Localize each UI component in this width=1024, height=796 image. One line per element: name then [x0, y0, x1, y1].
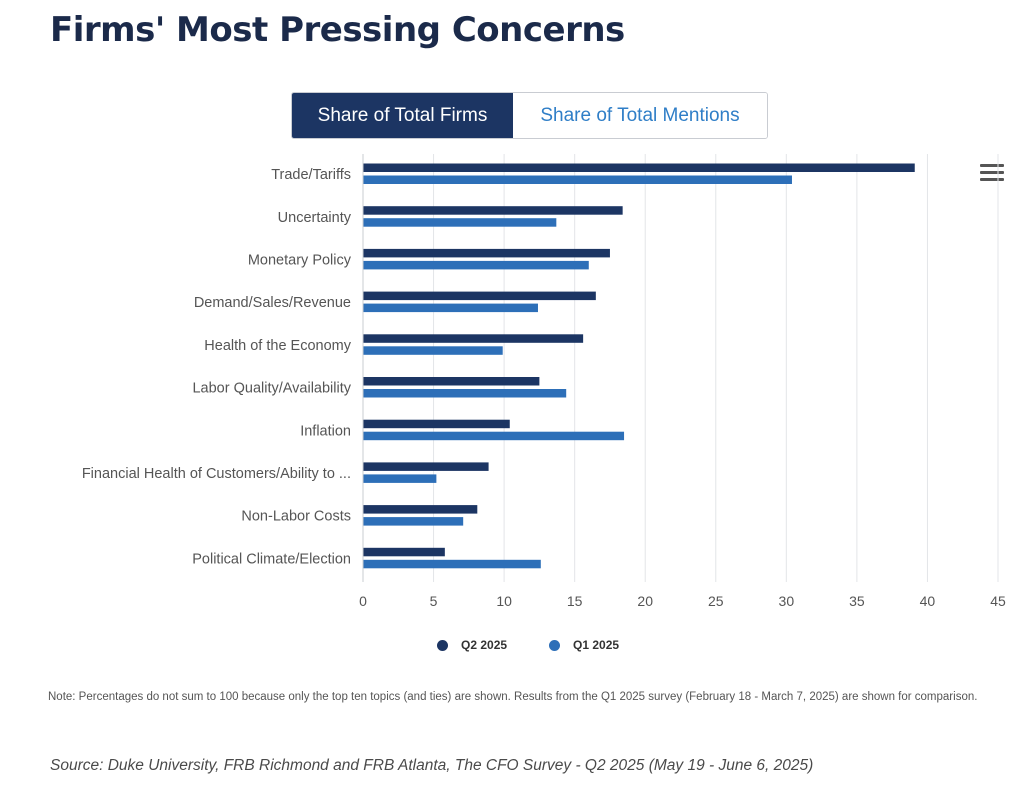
- bar-q1-10[interactable]: [363, 559, 541, 569]
- bar-q1-4[interactable]: [363, 303, 538, 313]
- x-tick-label-0: 0: [359, 593, 367, 609]
- legend-item-q2[interactable]: Q2 2025: [437, 638, 507, 652]
- category-label-3: Monetary Policy: [248, 252, 352, 268]
- legend-q2-dot-icon: [437, 639, 448, 651]
- x-tick-label-20: 20: [637, 593, 653, 609]
- bar-q1-8[interactable]: [363, 474, 437, 483]
- bar-q1-2[interactable]: [363, 218, 557, 227]
- bar-q2-3[interactable]: [363, 248, 610, 258]
- bar-q2-5[interactable]: [363, 334, 584, 343]
- category-label-8: Financial Health of Customers/Ability to…: [82, 466, 351, 482]
- grid-lines: [433, 154, 999, 582]
- bar-q1-6[interactable]: [363, 389, 567, 398]
- bar-chart: Trade/Tariffs Uncertainty Monetary Policy D…: [82, 154, 1006, 609]
- x-tick-label-15: 15: [567, 593, 583, 609]
- category-label-6: Labor Quality/Availability: [192, 381, 351, 397]
- bar-q2-1[interactable]: [363, 163, 915, 173]
- bar-q1-5[interactable]: [363, 346, 503, 355]
- x-tick-label-30: 30: [779, 593, 795, 609]
- chart-title: Firms' Most Pressing Concerns: [50, 10, 625, 50]
- bar-q2-4[interactable]: [363, 291, 596, 301]
- bar-q1-7[interactable]: [363, 431, 625, 441]
- x-tick-label-10: 10: [496, 593, 512, 609]
- bar-q2-7[interactable]: [363, 419, 510, 429]
- bar-q1-9[interactable]: [363, 517, 464, 526]
- category-label-10: Political Climate/Election: [192, 551, 351, 567]
- category-label-9: Non-Labor Costs: [241, 509, 351, 525]
- bar-q2-2[interactable]: [363, 206, 623, 215]
- x-tick-label-35: 35: [849, 593, 865, 609]
- legend-q2-label: Q2 2025: [461, 638, 508, 652]
- category-labels: Trade/Tariffs Uncertainty Monetary Policy D…: [82, 167, 352, 567]
- bar-q2-9[interactable]: [363, 505, 478, 514]
- chart-note: Note: Percentages do not sum to 100 beca…: [48, 691, 978, 703]
- chart-source: Source: Duke University, FRB Richmond an…: [50, 757, 814, 774]
- view-toggle: Share of Total Firms Share of Total Ment…: [291, 92, 768, 139]
- category-label-1: Trade/Tariffs: [271, 167, 351, 183]
- bar-q1-3[interactable]: [363, 260, 589, 270]
- x-tick-label-40: 40: [920, 593, 936, 609]
- bar-q1-1[interactable]: [363, 175, 792, 185]
- legend-q1-dot-icon: [549, 639, 560, 651]
- bar-q2-10[interactable]: [363, 547, 445, 557]
- x-tick-label-25: 25: [708, 593, 724, 609]
- category-label-5: Health of the Economy: [204, 338, 351, 354]
- bars: [363, 163, 915, 569]
- category-label-7: Inflation: [300, 423, 351, 439]
- share-of-total-mentions-button[interactable]: Share of Total Mentions: [513, 93, 767, 138]
- share-of-total-firms-button[interactable]: Share of Total Firms: [292, 93, 513, 138]
- category-label-2: Uncertainty: [278, 210, 352, 226]
- x-tick-label-5: 5: [430, 593, 438, 609]
- legend-q1-label: Q1 2025: [573, 638, 620, 652]
- legend-item-q1[interactable]: Q1 2025: [549, 638, 619, 652]
- category-label-4: Demand/Sales/Revenue: [194, 295, 351, 311]
- legend: Q2 2025 Q1 2025: [0, 638, 1024, 658]
- x-axis-ticks: 0 5 10 15 20 25 30 35 40 45: [359, 593, 1006, 609]
- bar-q2-6[interactable]: [363, 377, 540, 386]
- bar-q2-8[interactable]: [363, 462, 489, 471]
- hamburger-menu-icon[interactable]: [978, 162, 1006, 186]
- x-tick-label-45: 45: [990, 593, 1006, 609]
